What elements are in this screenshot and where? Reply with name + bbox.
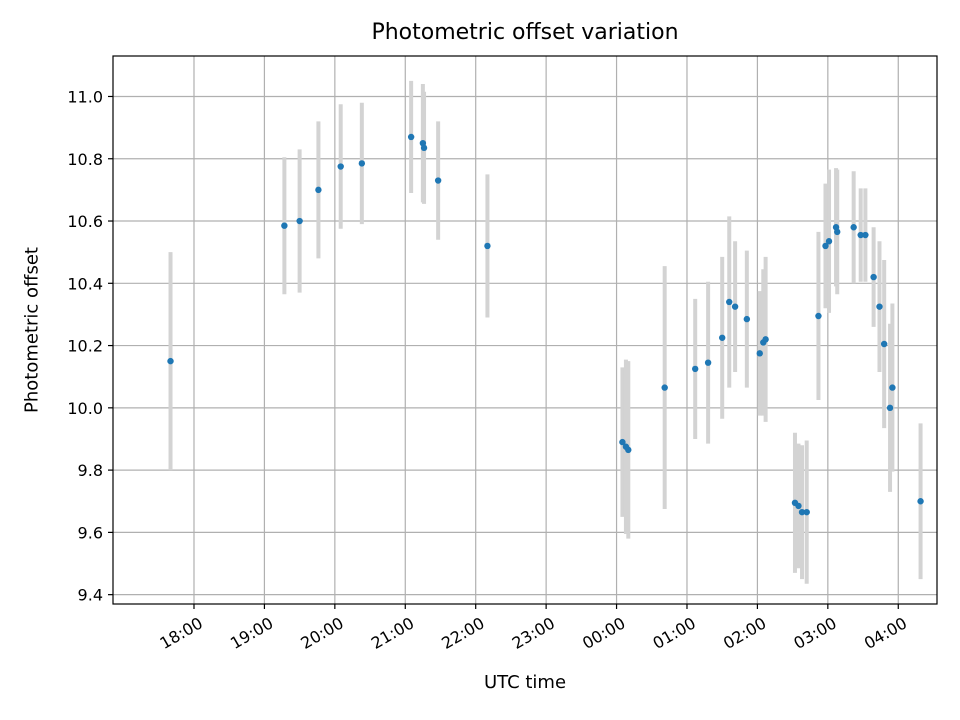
data-point <box>743 315 751 323</box>
data-point <box>862 231 869 239</box>
data-point <box>484 242 491 250</box>
data-point <box>661 384 668 391</box>
x-tick-label: 20:00 <box>297 613 346 653</box>
y-tick-label: 10.8 <box>67 150 103 169</box>
data-point <box>795 502 802 510</box>
y-tick-label: 9.8 <box>78 461 103 480</box>
y-tick-label: 10.6 <box>67 212 103 231</box>
y-tick-label: 11.0 <box>67 87 103 106</box>
x-tick-label: 01:00 <box>650 613 699 653</box>
data-point <box>917 498 924 505</box>
x-tick-label: 21:00 <box>368 613 417 653</box>
data-point <box>281 222 288 229</box>
data-point <box>167 357 174 365</box>
data-point <box>803 508 810 516</box>
x-tick-label: 00:00 <box>579 613 628 653</box>
data-point <box>876 303 883 310</box>
data-point <box>625 446 632 454</box>
data-point <box>822 242 829 250</box>
x-tick-label: 18:00 <box>157 613 206 653</box>
y-tick-label: 10.2 <box>67 337 103 356</box>
data-point <box>407 133 415 141</box>
data-point <box>718 334 726 341</box>
data-point <box>815 312 822 320</box>
x-tick-label: 02:00 <box>720 613 769 653</box>
data-point <box>619 438 626 446</box>
data-point <box>337 163 344 170</box>
y-tick-label: 9.6 <box>78 523 103 542</box>
data-point <box>880 340 888 348</box>
data-point <box>850 224 857 231</box>
x-axis-label: UTC time <box>483 672 567 693</box>
data-point <box>756 350 763 357</box>
data-point <box>870 273 877 281</box>
data-point <box>886 404 894 412</box>
x-tick-label: 22:00 <box>438 613 487 653</box>
data-point <box>857 231 864 239</box>
y-tick-label: 10.4 <box>67 274 103 293</box>
data-point <box>434 177 442 184</box>
data-point <box>704 359 712 366</box>
data-point <box>762 336 769 343</box>
data-point <box>798 508 806 516</box>
axes-frame <box>112 55 938 605</box>
x-tick-label: 04:00 <box>861 613 910 653</box>
data-point <box>726 298 733 306</box>
data-point <box>420 144 428 152</box>
data-point <box>834 228 841 236</box>
x-tick-label: 03:00 <box>790 613 839 653</box>
y-tick-label: 9.4 <box>78 586 103 605</box>
data-point <box>889 384 896 391</box>
chart-title: Photometric offset variation <box>371 20 679 45</box>
y-tick-label: 10.0 <box>67 399 103 418</box>
data-point <box>731 303 739 310</box>
data-point <box>691 365 699 373</box>
x-tick-label: 23:00 <box>509 613 558 653</box>
data-point <box>825 238 833 245</box>
data-point <box>296 217 303 225</box>
data-point <box>358 160 366 167</box>
data-point <box>315 186 322 194</box>
x-tick-label: 19:00 <box>227 613 276 653</box>
